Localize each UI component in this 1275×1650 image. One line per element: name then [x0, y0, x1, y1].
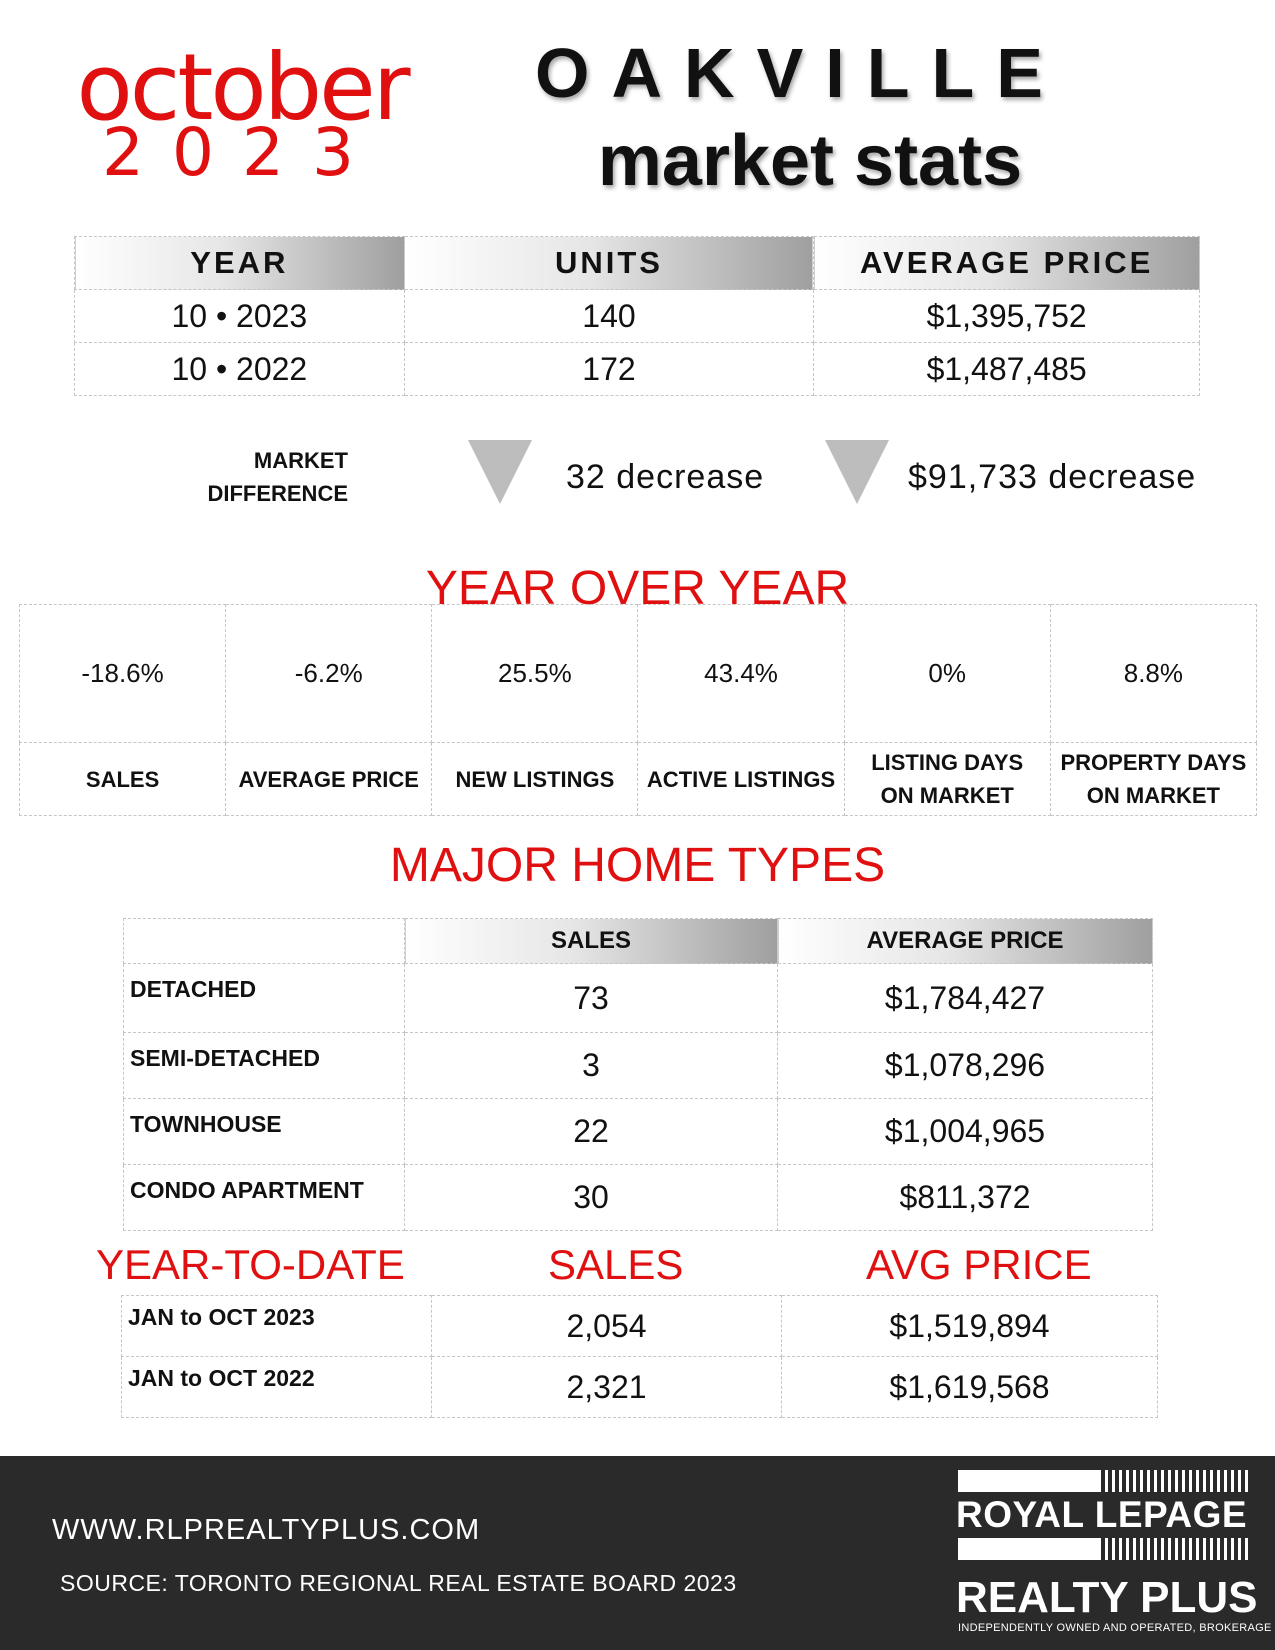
yoy-label: PROPERTY DAYS ON MARKET [1049, 742, 1258, 816]
home-types-header-row: SALES AVERAGE PRICE [123, 918, 1153, 964]
header-empty [123, 918, 405, 964]
home-type-label: DETACHED [123, 963, 405, 1033]
home-type-sales: 22 [404, 1098, 778, 1165]
yoy-label-line1: PROPERTY DAYS [1060, 750, 1247, 775]
yoy-label-line2: ON MARKET [1086, 783, 1220, 808]
ytd-table: JAN to OCT 2023 2,054 $1,519,894 JAN to … [121, 1295, 1158, 1418]
yoy-label-line1: LISTING DAYS [871, 750, 1024, 775]
home-types-title: MAJOR HOME TYPES [389, 839, 886, 892]
table-row: CONDO APARTMENT 30 $811,372 [123, 1164, 1153, 1231]
yoy-value: -6.2% [225, 604, 433, 743]
home-type-label: TOWNHOUSE [123, 1098, 405, 1165]
yoy-label: AVERAGE PRICE [225, 742, 433, 816]
ytd-period: JAN to OCT 2022 [121, 1356, 432, 1418]
logo-office-name: REALTY PLUS [956, 1573, 1258, 1622]
city-title: OAKVILLE [535, 34, 1065, 112]
summary-units: 172 [403, 342, 815, 396]
header-sales: SALES [404, 918, 778, 964]
ytd-sales: 2,321 [431, 1356, 782, 1418]
logo-tagline: INDEPENDENTLY OWNED AND OPERATED, BROKER… [958, 1622, 1272, 1634]
table-row: SEMI-DETACHED 3 $1,078,296 [123, 1032, 1153, 1099]
yoy-value: 8.8% [1049, 604, 1258, 743]
table-row: 10 • 2022 172 $1,487,485 [74, 342, 1200, 396]
market-difference-label-line1: MARKET [253, 448, 348, 473]
yoy-value: 43.4% [637, 604, 845, 743]
header-units: UNITS [403, 236, 815, 290]
home-type-avg-price: $1,784,427 [777, 963, 1153, 1033]
yoy-label: ACTIVE LISTINGS [637, 742, 845, 816]
yoy-value: 25.5% [431, 604, 639, 743]
down-triangle-icon [825, 440, 889, 504]
summary-year: 10 • 2022 [74, 342, 405, 396]
yoy-value: -18.6% [18, 604, 227, 743]
ytd-price-header: AVG PRICE [866, 1241, 1092, 1288]
table-row: 10 • 2023 140 $1,395,752 [74, 289, 1200, 343]
ytd-title: YEAR-TO-DATE [96, 1241, 405, 1288]
home-type-sales: 73 [404, 963, 778, 1033]
ytd-sales: 2,054 [431, 1295, 782, 1357]
summary-header-row: YEAR UNITS AVERAGE PRICE [74, 236, 1200, 290]
yoy-label-line2: ON MARKET [880, 783, 1014, 808]
page-subtitle: market stats [597, 121, 1023, 201]
header-average-price: AVERAGE PRICE [777, 918, 1153, 964]
summary-avg-price: $1,487,485 [813, 342, 1200, 396]
table-row: JAN to OCT 2022 2,321 $1,619,568 [121, 1356, 1158, 1418]
yoy-label: NEW LISTINGS [431, 742, 639, 816]
ytd-avg-price: $1,519,894 [781, 1295, 1158, 1357]
ytd-period: JAN to OCT 2023 [121, 1295, 432, 1357]
ytd-avg-price: $1,619,568 [781, 1356, 1158, 1418]
home-type-sales: 30 [404, 1164, 778, 1231]
units-change: 32 decrease [566, 458, 765, 496]
home-type-avg-price: $811,372 [777, 1164, 1153, 1231]
logo-brand-name: ROYAL LEPAGE [956, 1494, 1248, 1535]
summary-table: YEAR UNITS AVERAGE PRICE 10 • 2023 140 $… [74, 236, 1200, 396]
yoy-label: SALES [18, 742, 227, 816]
website-link[interactable]: WWW.RLPREALTYPLUS.COM [52, 1514, 481, 1546]
home-type-label: CONDO APARTMENT [123, 1164, 405, 1231]
source-note: SOURCE: TORONTO REGIONAL REAL ESTATE BOA… [60, 1570, 737, 1596]
home-types-table: SALES AVERAGE PRICE DETACHED 73 $1,784,4… [123, 918, 1153, 1231]
yoy-value: 0% [843, 604, 1051, 743]
market-difference-label-line2: DIFFERENCE [207, 481, 348, 506]
report-month: october [76, 34, 410, 141]
price-change: $91,733 decrease [908, 458, 1197, 496]
home-type-label: SEMI-DETACHED [123, 1032, 405, 1099]
home-type-avg-price: $1,078,296 [777, 1032, 1153, 1099]
logo-stripes-icon [958, 1470, 1248, 1492]
table-row: TOWNHOUSE 22 $1,004,965 [123, 1098, 1153, 1165]
yoy-table: -18.6% -6.2% 25.5% 43.4% 0% 8.8% SALES A… [18, 604, 1258, 816]
market-difference-label: MARKET DIFFERENCE [180, 444, 348, 510]
table-row: JAN to OCT 2023 2,054 $1,519,894 [121, 1295, 1158, 1357]
home-type-avg-price: $1,004,965 [777, 1098, 1153, 1165]
logo-stripes-icon [958, 1538, 1248, 1560]
report-year: 2023 [102, 114, 382, 191]
summary-units: 140 [403, 289, 815, 343]
summary-year: 10 • 2023 [74, 289, 405, 343]
header-year: YEAR [74, 236, 405, 290]
yoy-values-row: -18.6% -6.2% 25.5% 43.4% 0% 8.8% [18, 604, 1258, 743]
table-row: DETACHED 73 $1,784,427 [123, 963, 1153, 1033]
summary-avg-price: $1,395,752 [813, 289, 1200, 343]
header-average-price: AVERAGE PRICE [813, 236, 1200, 290]
home-type-sales: 3 [404, 1032, 778, 1099]
down-triangle-icon [468, 440, 532, 504]
yoy-label: LISTING DAYS ON MARKET [843, 742, 1051, 816]
ytd-sales-header: SALES [548, 1241, 684, 1288]
yoy-labels-row: SALES AVERAGE PRICE NEW LISTINGS ACTIVE … [18, 742, 1258, 816]
